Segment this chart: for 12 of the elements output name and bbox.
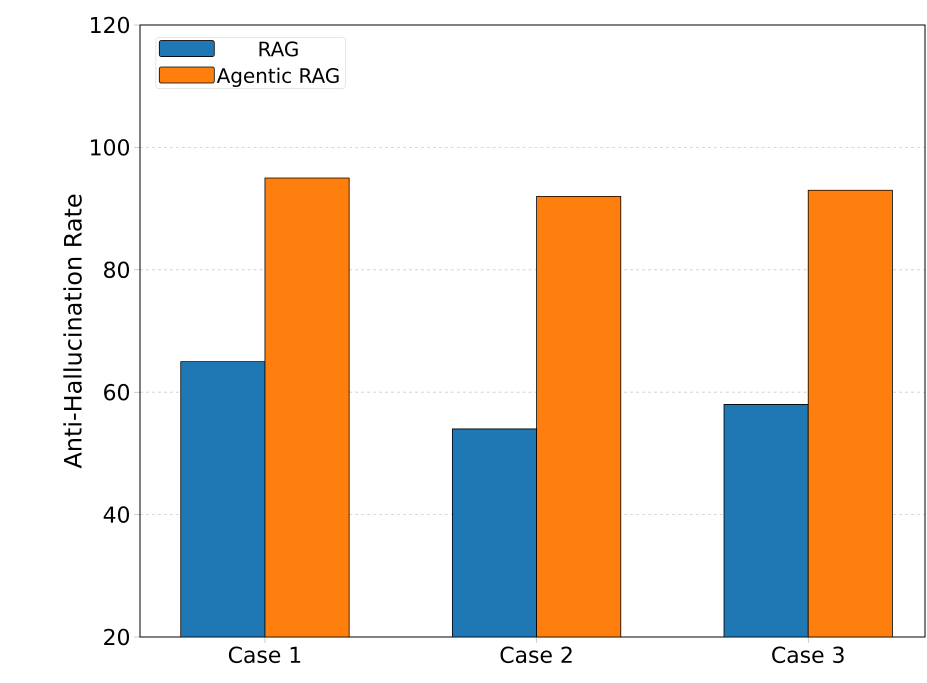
y-tick-label: 80 [104, 262, 130, 278]
legend-label: Agentic RAG [216, 68, 339, 87]
x-tick-label: Case 2 [500, 646, 572, 664]
y-tick-label: 60 [104, 384, 130, 400]
y-tick-label: 120 [91, 16, 130, 34]
y-axis-title: Anti-Hallucination Rate [63, 194, 82, 468]
y-tick-label: 20 [104, 628, 130, 646]
legend-label: RAG [260, 41, 298, 56]
y-tick-label: 40 [104, 506, 130, 523]
x-tick-label: Case 3 [772, 646, 844, 664]
y-tick-label: 100 [91, 139, 130, 156]
x-tick-label: Case 1 [228, 646, 300, 664]
